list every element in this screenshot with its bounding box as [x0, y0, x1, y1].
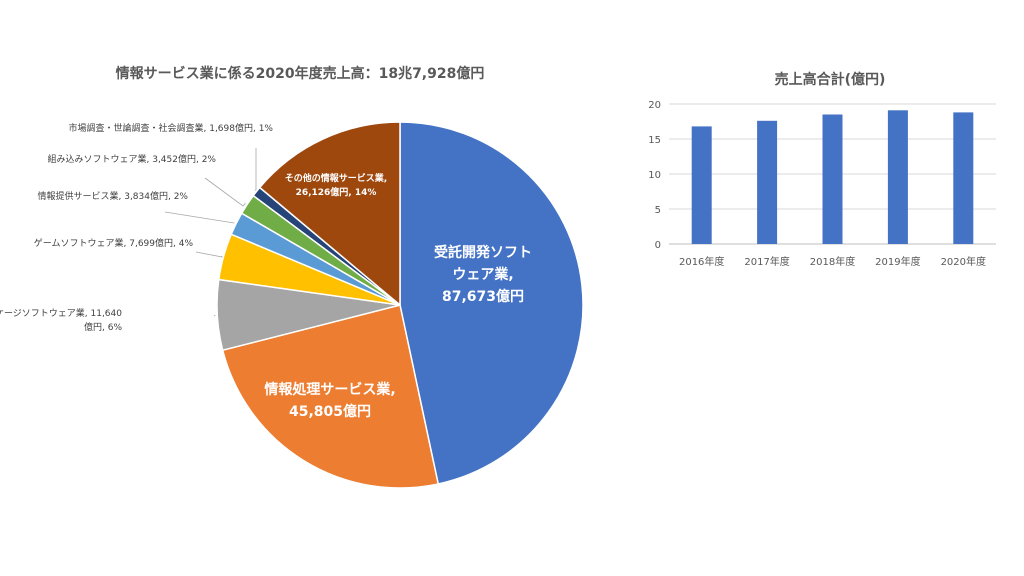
x-tick-label: 2016年度: [679, 255, 724, 268]
pie-leader-line-6: [204, 177, 246, 207]
pie-slice-2: [221, 304, 440, 489]
pie-label-2: 情報処理サービス業, 45,805億円: [264, 381, 395, 420]
pie-leader-line-7: [254, 148, 257, 191]
pie-label-8: その他の情報サービス業, 26,126億円, 14%: [285, 172, 387, 198]
bar-3: [822, 114, 843, 244]
pie-leader-line-3: [213, 314, 216, 317]
pie-label-6: 組み込みソフトウェア業, 3,452億円, 2%: [48, 153, 217, 165]
pie-label-5: 情報提供サービス業, 3,834億円, 2%: [38, 190, 189, 202]
pie-slice-1: [399, 121, 584, 485]
pie-leader-line-5: [164, 211, 235, 224]
y-tick-label: 10: [648, 170, 661, 181]
pie-slice-8: [258, 121, 401, 307]
bar-1: [691, 126, 712, 244]
pie-label-7: 市場調査・世論調査・社会調査業, 1,698億円, 1%: [69, 122, 274, 134]
pie-label-4: ゲームソフトウェア業, 7,699億円, 4%: [34, 237, 194, 249]
bar-chart-title: 売上高合計(億円): [774, 72, 886, 88]
bar-2: [757, 120, 778, 244]
y-tick-label: 20: [648, 100, 661, 111]
pie-label-1: 受託開発ソフトウェア業, 87,673億円: [434, 244, 532, 305]
y-tick-label: 0: [655, 240, 661, 251]
y-tick-label: 15: [648, 135, 661, 146]
bar-5: [953, 112, 974, 245]
bar-4: [887, 110, 908, 244]
x-tick-label: 2019年度: [875, 255, 920, 268]
x-tick-label: 2020年度: [941, 255, 986, 268]
x-tick-label: 2018年度: [810, 255, 855, 268]
pie-leader-line-4: [195, 251, 223, 258]
y-tick-label: 5: [655, 205, 661, 216]
pie-chart-title: 情報サービス業に係る2020年度売上高：18兆7,928億円: [115, 66, 485, 82]
x-tick-label: 2017年度: [744, 255, 789, 268]
bar-chart: 0 5 10 15 20 2016年度 2017年度 2018年度 2019年度 2020年度: [648, 100, 996, 268]
